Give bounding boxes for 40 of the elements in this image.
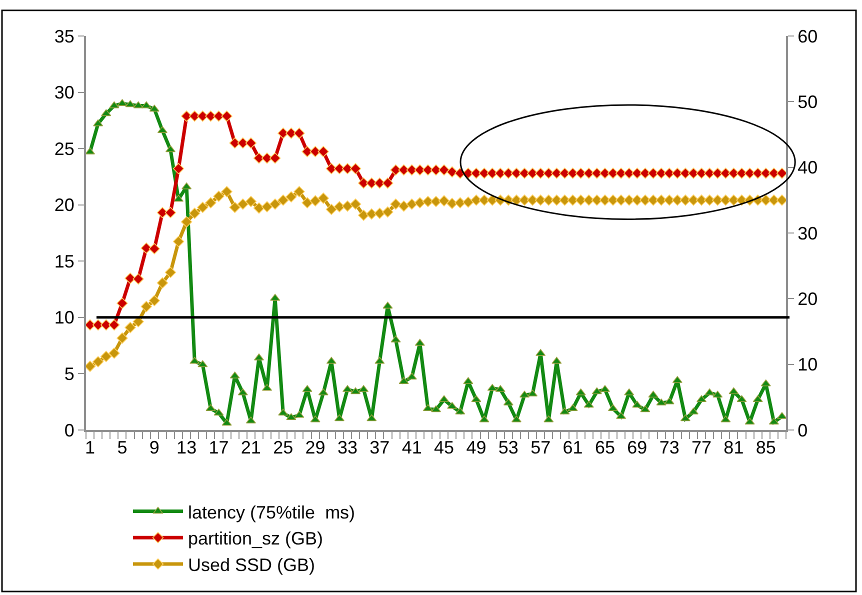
x-tick-label: 85 [756,438,776,458]
x-tick-label: 53 [498,438,518,458]
x-tick-label: 49 [466,438,486,458]
y-tick-label: 30 [54,82,74,103]
y2-tick-label: 40 [798,158,818,178]
y-tick-label: 35 [54,26,74,46]
x-tick-label: 73 [659,438,680,458]
y-tick-label: 20 [54,195,74,216]
x-tick-label: 57 [530,438,551,458]
y-tick-label: 5 [64,364,74,384]
x-tick-label: 1 [85,438,96,458]
x-tick-label: 33 [337,438,358,458]
x-tick-label: 77 [692,438,712,458]
x-tick-label: 9 [149,438,160,458]
x-tick-label: 17 [208,438,229,458]
y2-tick-label: 60 [798,26,818,46]
y2-tick-label: 0 [798,420,808,440]
y-tick-label: 15 [54,251,74,272]
y-tick-label: 0 [64,420,74,440]
x-tick-label: 5 [117,438,128,458]
x-tick-label: 45 [434,438,454,458]
legend-label: Used SSD (GB) [188,555,316,576]
x-tick-label: 25 [273,438,294,458]
y2-tick-label: 20 [798,288,818,309]
y-tick-label: 25 [54,138,74,159]
x-tick-label: 21 [240,438,261,458]
legend-label: partition_sz (GB) [188,528,324,549]
x-tick-label: 69 [627,438,648,458]
x-tick-label: 41 [402,438,422,458]
x-tick-label: 65 [594,438,615,458]
x-tick-label: 13 [176,438,197,458]
y2-tick-label: 50 [798,92,818,112]
y2-tick-label: 10 [798,354,818,375]
y2-tick-label: 30 [798,223,818,244]
x-tick-label: 61 [562,438,583,458]
legend-label: latency (75%tile ms) [188,502,356,522]
y-tick-label: 10 [54,308,74,328]
x-tick-label: 29 [305,438,326,458]
x-tick-label: 37 [370,438,390,458]
x-tick-label: 81 [724,438,744,458]
